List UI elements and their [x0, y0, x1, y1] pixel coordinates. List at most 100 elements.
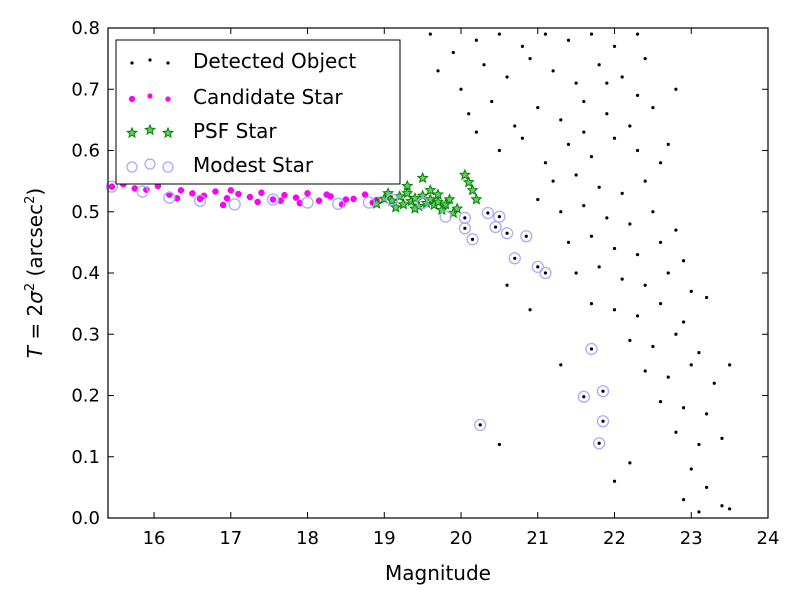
- detected-point: [551, 179, 555, 183]
- candidate-point: [315, 197, 323, 204]
- psf-series: [370, 168, 483, 219]
- detected-point: [666, 375, 670, 379]
- modest-center-dot: [505, 231, 509, 235]
- detected-point: [720, 436, 724, 440]
- detected-point: [628, 124, 632, 128]
- detected-point: [674, 87, 678, 91]
- candidate-point: [212, 188, 219, 195]
- detected-point: [651, 106, 655, 110]
- y-axis-label: T = 2σ2 (arcsec2): [23, 188, 47, 358]
- detected-point: [505, 75, 509, 79]
- detected-point: [643, 57, 647, 61]
- detected-point: [697, 510, 701, 514]
- modest-center-dot: [597, 441, 601, 445]
- y-tick-label: 0.7: [71, 79, 100, 100]
- detected-point: [720, 504, 724, 508]
- x-tick-label: 16: [143, 528, 166, 549]
- modest-point: [105, 180, 118, 193]
- modest-center-dot: [463, 226, 467, 230]
- detected-point: [658, 302, 663, 306]
- detected-point: [612, 479, 617, 483]
- detected-point: [582, 130, 586, 134]
- candidate-point: [235, 190, 242, 198]
- psf-point: [451, 202, 464, 214]
- modest-point: [577, 390, 590, 403]
- detected-point: [543, 32, 548, 36]
- detected-point: [635, 253, 640, 257]
- detected-point: [574, 81, 578, 85]
- candidate-point: [246, 193, 254, 201]
- modest-center-dot: [513, 256, 517, 260]
- detected-series: [428, 32, 732, 514]
- detected-point: [551, 69, 555, 73]
- detected-point: [635, 32, 640, 36]
- detected-point: [674, 332, 678, 336]
- detected-point: [658, 161, 663, 165]
- candidate-point: [269, 196, 277, 203]
- detected-point: [605, 216, 609, 220]
- modest-center-dot: [536, 265, 540, 269]
- detected-point: [589, 32, 594, 36]
- modest-center-dot: [486, 211, 490, 215]
- detected-point: [628, 461, 632, 465]
- modest-point: [163, 191, 176, 204]
- detected-point: [658, 240, 663, 244]
- detected-point: [543, 161, 548, 165]
- candidate-point: [292, 194, 300, 201]
- detected-point: [497, 148, 501, 153]
- detected-point: [513, 124, 517, 128]
- detected-point: [635, 314, 640, 318]
- detected-point: [635, 93, 640, 97]
- modest-point: [585, 342, 598, 356]
- candidate-point: [227, 187, 235, 194]
- modest-point: [385, 193, 399, 206]
- detected-point: [536, 197, 540, 202]
- detected-point: [705, 485, 709, 489]
- modest-point: [596, 385, 610, 398]
- detected-point: [612, 246, 617, 251]
- psf-point: [424, 184, 437, 196]
- modest-point: [439, 210, 452, 223]
- detected-point: [643, 369, 647, 373]
- detected-point: [628, 338, 632, 342]
- modest-center-dot: [463, 216, 467, 220]
- detected-point: [520, 44, 525, 48]
- psf-point: [416, 171, 429, 184]
- modest-point: [593, 437, 606, 450]
- modest-point: [500, 227, 514, 240]
- detected-point: [605, 81, 609, 85]
- psf-point: [385, 194, 398, 206]
- candidate-point: [350, 195, 357, 203]
- x-tick-label: 20: [450, 528, 473, 549]
- candidate-point: [342, 196, 350, 203]
- y-label-unit: (arcsec: [23, 204, 47, 283]
- detected-point: [459, 87, 463, 91]
- y-label-sup: 2: [23, 283, 38, 291]
- detected-point: [536, 106, 540, 110]
- modest-point: [489, 220, 502, 234]
- detected-point: [697, 351, 701, 355]
- psf-point: [432, 188, 444, 200]
- modest-point: [531, 260, 544, 274]
- legend-candidate-label: Candidate Star: [193, 85, 343, 109]
- detected-point: [566, 240, 571, 244]
- detected-point: [505, 283, 509, 287]
- psf-point: [458, 168, 471, 181]
- detected-point: [728, 507, 732, 511]
- psf-point: [462, 176, 475, 188]
- modest-center-dot: [493, 225, 498, 229]
- detected-point: [728, 363, 732, 367]
- detected-point: [612, 308, 617, 312]
- detected-point: [582, 204, 586, 208]
- legend-modest-marker: [126, 158, 174, 173]
- psf-point: [397, 198, 410, 210]
- detected-point: [697, 442, 701, 447]
- candidate-point: [277, 197, 284, 204]
- legend-star: [162, 126, 174, 139]
- modest-point: [458, 222, 472, 235]
- modest-point: [481, 206, 495, 220]
- y-tick-label: 0.4: [71, 263, 100, 284]
- legend-psf-marker: [126, 123, 174, 139]
- legend: Detected Object Candidate Star PSF Star …: [115, 39, 401, 185]
